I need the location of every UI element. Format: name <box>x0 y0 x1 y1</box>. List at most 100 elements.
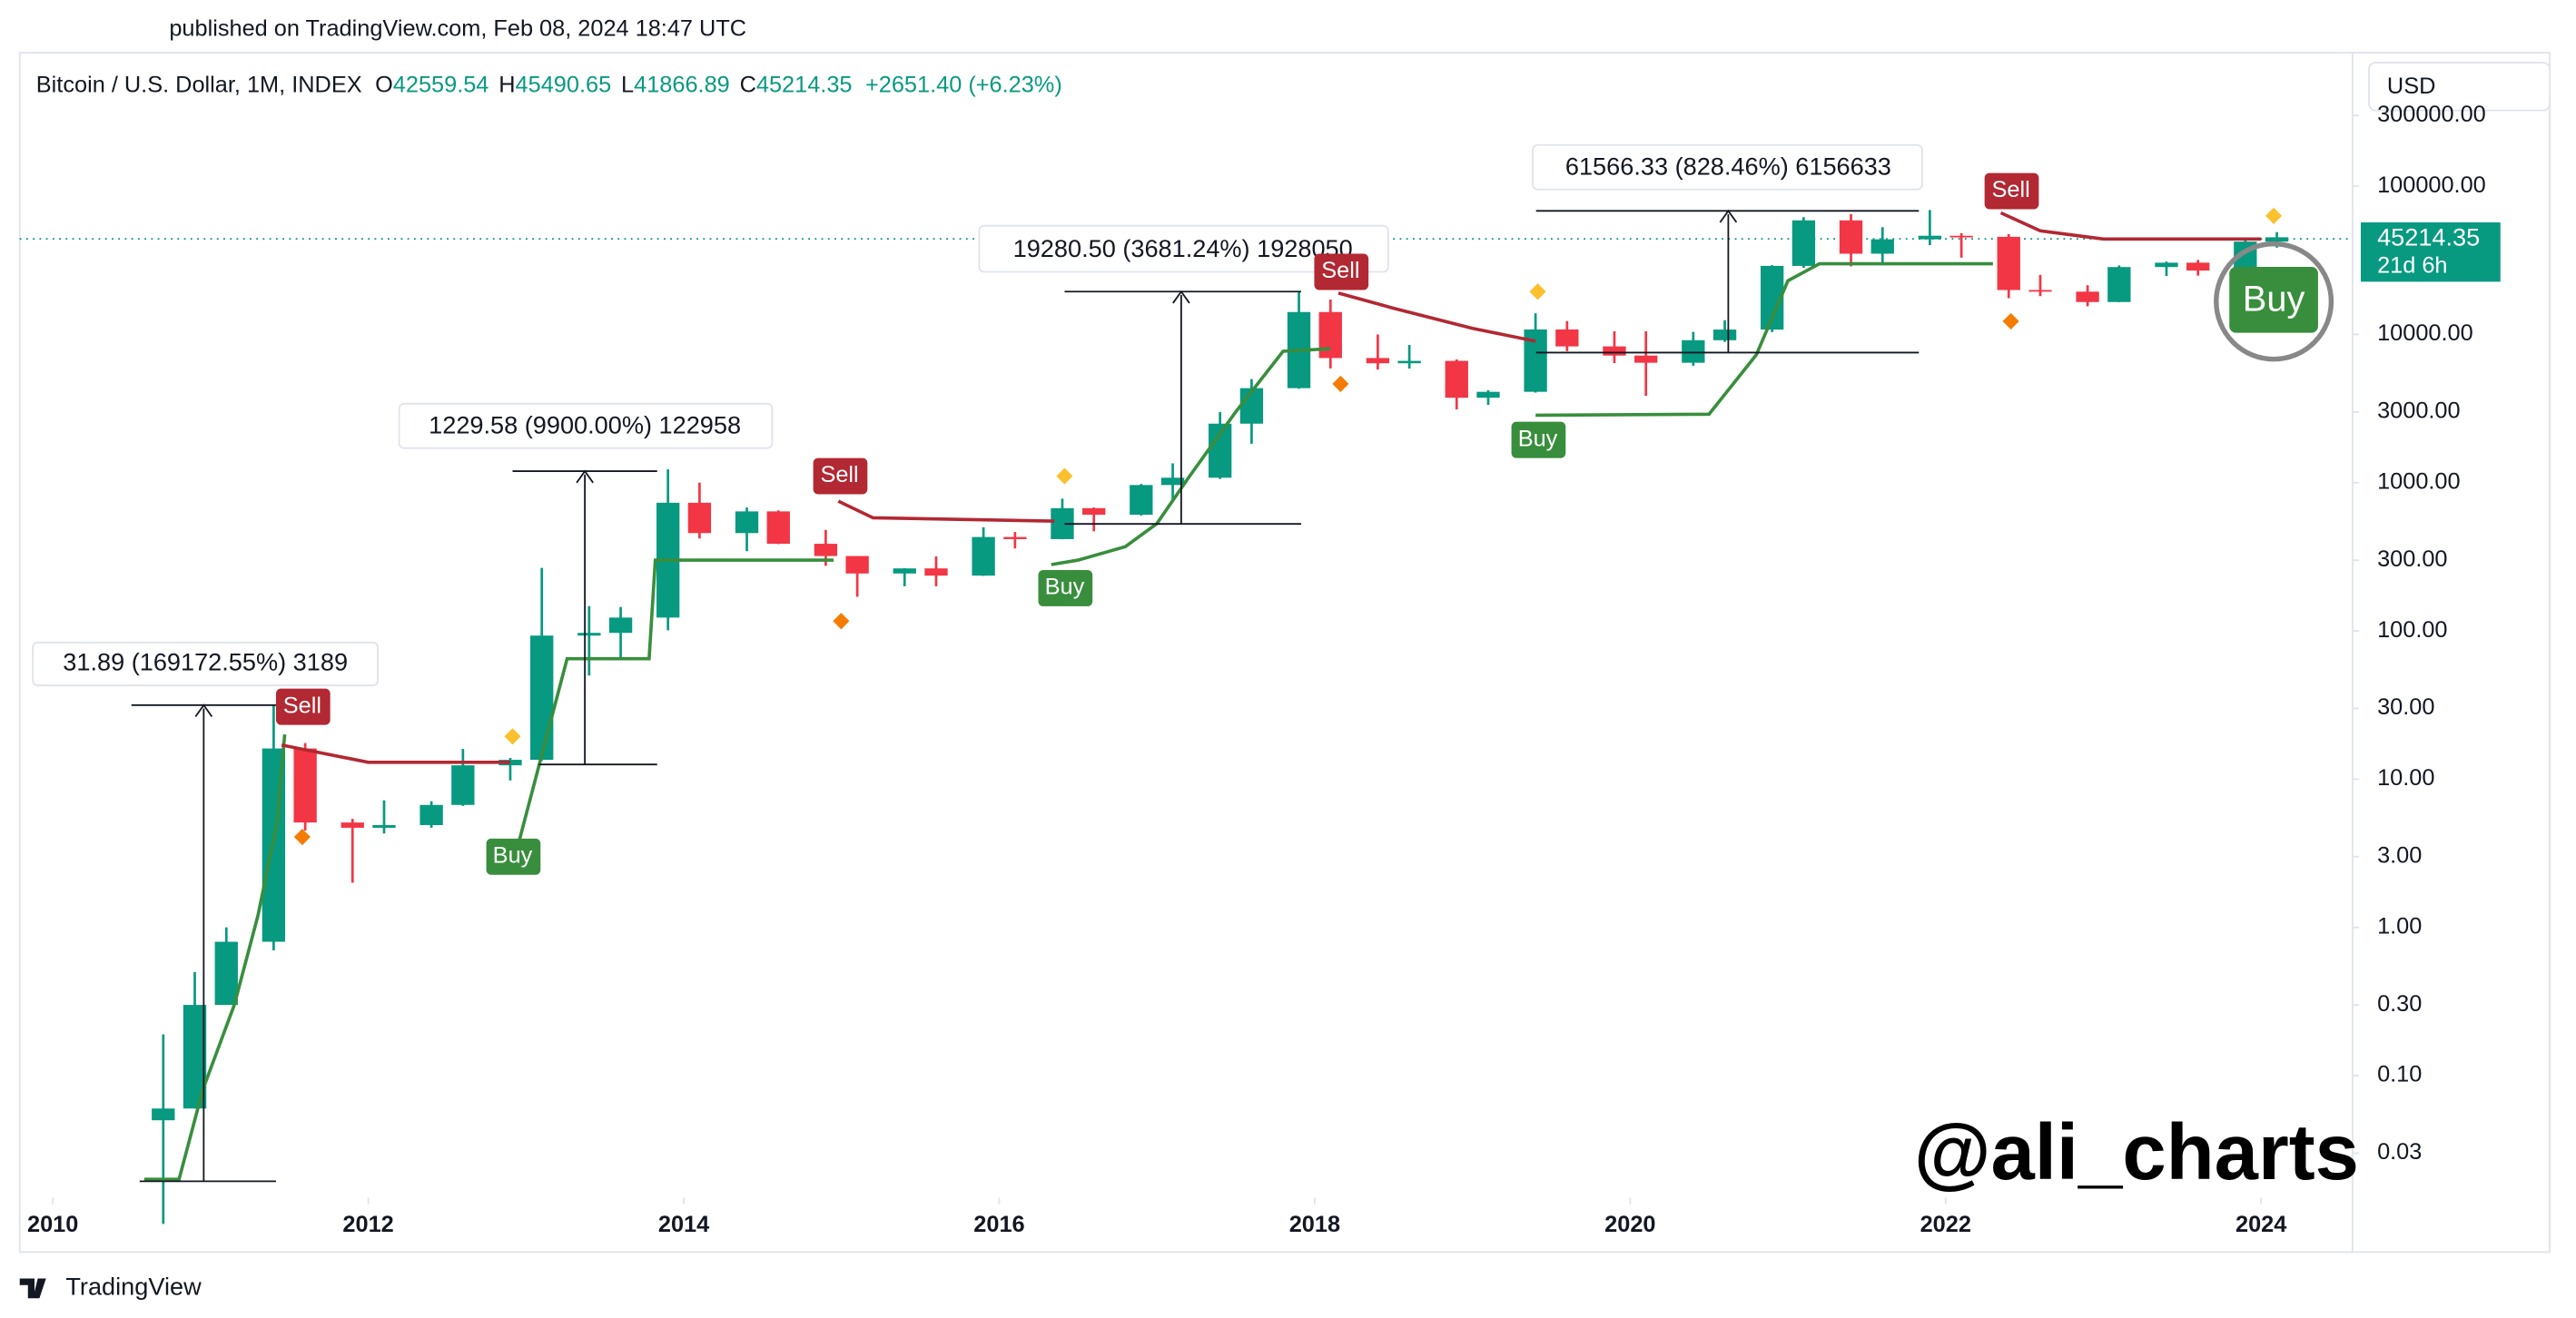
y-tick-label: 0.10 <box>2377 1062 2422 1087</box>
measure-box <box>398 402 774 449</box>
x-tick-label: 2020 <box>1604 1212 1655 1237</box>
candle-body <box>1366 358 1390 364</box>
change: +2651.40 (+6.23%) <box>865 72 1062 97</box>
y-tick-label: 30.00 <box>2377 694 2434 720</box>
sell-tag <box>813 457 868 495</box>
candle-body <box>1555 329 1579 347</box>
currency[interactable]: USD <box>2387 74 2435 99</box>
candle-body <box>2155 262 2178 268</box>
x-tick-label: 2016 <box>973 1212 1024 1237</box>
candle-body <box>1160 477 1185 486</box>
candle-body <box>1682 339 1705 363</box>
candle-body <box>687 502 712 534</box>
chart-frame <box>18 52 2551 1254</box>
footer-logo: TradingView <box>65 1272 202 1300</box>
ohlc-key: H <box>498 72 515 97</box>
buy-label: Buy <box>2243 280 2305 320</box>
plot: 300000.00 100000.00 10000.00 3000.00 1000.00… <box>27 53 2486 1253</box>
sell-tag <box>1984 172 2039 210</box>
candle-body <box>1003 536 1027 539</box>
buy-tag <box>1038 569 1093 606</box>
candle-body <box>608 617 633 634</box>
candle-body <box>1870 239 1894 254</box>
candle-body <box>1918 235 1942 240</box>
signal-diamonds <box>293 207 2283 846</box>
measure-label: 61566.33 (828.46%) 6156633 <box>1565 152 1891 180</box>
ohlc-key: C <box>740 72 756 97</box>
x-tick-label: 2018 <box>1289 1212 1340 1237</box>
y-tick-label: 100.00 <box>2377 617 2447 643</box>
buy-tag <box>486 838 541 875</box>
watermark: @ali_charts <box>1914 1108 2359 1196</box>
y-tick-label: 0.03 <box>2377 1139 2422 1165</box>
y-tick-label: 3000.00 <box>2377 398 2461 423</box>
measure-label: 19280.50 (3681.24%) 1928050 <box>1013 234 1353 262</box>
ohlc-value: 42559.54 <box>393 72 489 97</box>
price-tag <box>2360 222 2501 282</box>
candle-body <box>341 822 364 828</box>
x-tick-label: 2014 <box>658 1212 709 1237</box>
trend-line <box>143 261 1993 1181</box>
candle-body <box>2028 290 2052 292</box>
sell-label: Sell <box>1321 258 1359 283</box>
candle-body <box>1476 391 1500 398</box>
ohlc-value: 45490.65 <box>516 72 612 97</box>
candle-body <box>1791 220 1816 266</box>
y-tick-label: 100000.00 <box>2377 172 2486 198</box>
candle-body <box>152 1108 175 1121</box>
measure-lines <box>131 209 1920 1183</box>
candle-body <box>2265 237 2289 242</box>
price-tag-value: 45214.35 <box>2377 222 2480 251</box>
measure-label: 31.89 (169172.55%) 3189 <box>63 648 348 676</box>
sell-label: Sell <box>283 693 321 718</box>
candle-body <box>766 511 790 545</box>
candle-body <box>1445 360 1468 398</box>
trend-line <box>281 211 2262 764</box>
candle-body <box>577 633 601 636</box>
candle-body <box>1318 311 1342 359</box>
sell-label: Sell <box>820 462 858 487</box>
candle-body <box>419 804 443 825</box>
ohlc-key: L <box>621 72 634 97</box>
buy-label: Buy <box>493 842 533 868</box>
measure-box <box>1532 143 1923 191</box>
buy-label: Buy <box>1518 426 1558 451</box>
symbol: Bitcoin / U.S. Dollar, 1M, INDEX <box>36 72 362 97</box>
candle-body <box>372 824 396 828</box>
candle-body <box>1082 507 1106 516</box>
candle-body <box>1997 236 2020 290</box>
highlight-circle <box>2214 241 2334 362</box>
y-tick-label: 1.00 <box>2377 913 2422 939</box>
symbol-line: Bitcoin / U.S. Dollar, 1M, INDEX O42559.5… <box>36 72 1062 97</box>
y-tick-label: 300000.00 <box>2377 102 2486 127</box>
y-tick-label: 300.00 <box>2377 546 2447 572</box>
x-tick-label: 2010 <box>27 1212 78 1237</box>
currency-button[interactable] <box>2368 62 2551 112</box>
buy-label: Buy <box>1045 575 1085 600</box>
candle-body <box>924 568 948 576</box>
candle-body <box>845 556 869 574</box>
sell-tag <box>275 688 331 725</box>
measure-box <box>32 641 380 686</box>
candle-body <box>972 536 995 576</box>
measure-box <box>978 224 1389 273</box>
candle-body <box>893 568 916 574</box>
y-tick-label: 0.30 <box>2377 991 2422 1017</box>
candle-body <box>293 748 317 823</box>
candle-body <box>214 941 238 1006</box>
candle-body <box>1603 346 1626 356</box>
candle-body <box>530 635 554 761</box>
ohlc-value: 45214.35 <box>756 72 853 97</box>
ohlc-value: 41866.89 <box>634 72 730 97</box>
logo-mark <box>19 1278 46 1299</box>
candle-body <box>451 765 475 805</box>
measure-label: 1229.58 (9900.00%) 122958 <box>429 410 741 438</box>
x-tick-label: 2024 <box>2235 1212 2286 1237</box>
y-tick-label: 10.00 <box>2377 765 2434 791</box>
x-tick-label: 2012 <box>342 1212 393 1237</box>
y-tick-label: 3.00 <box>2377 842 2422 868</box>
candle-body <box>1949 235 1973 238</box>
candle-body <box>1839 220 1863 254</box>
